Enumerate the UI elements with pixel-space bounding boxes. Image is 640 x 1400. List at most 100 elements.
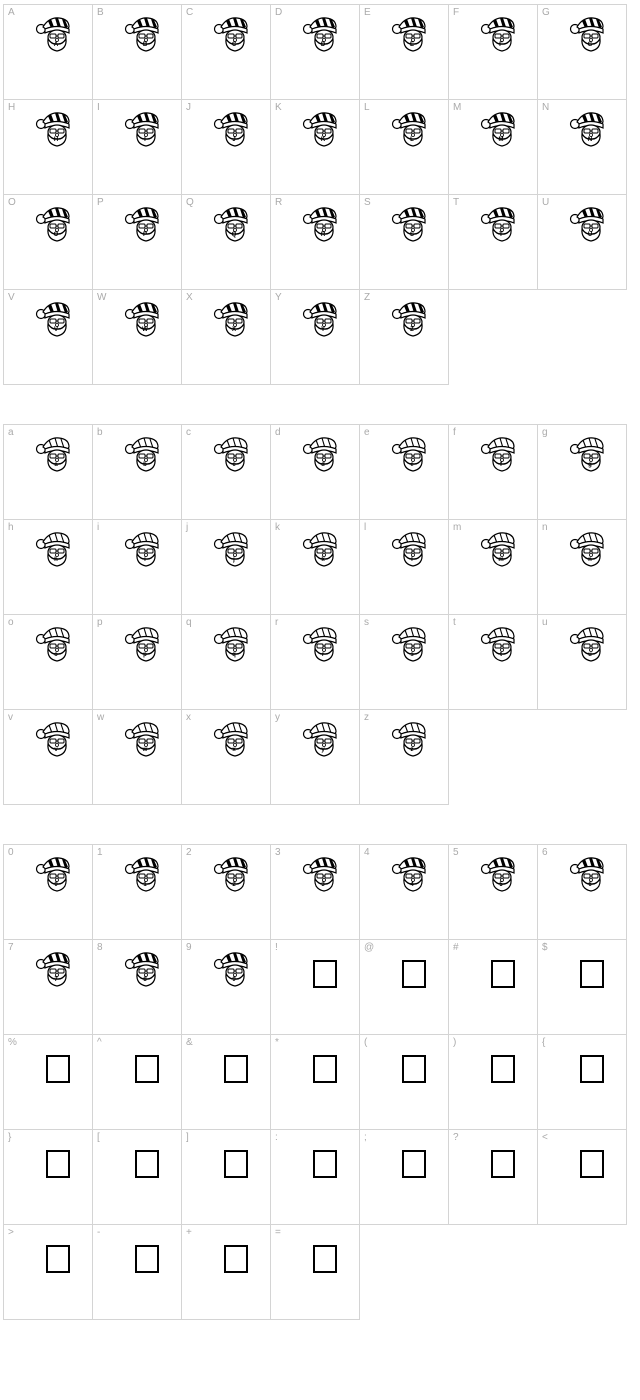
glyph-area: I (93, 100, 181, 194)
glyph-letter: t (480, 652, 522, 658)
missing-glyph-icon (580, 1150, 604, 1178)
missing-glyph-icon (402, 960, 426, 988)
cell-label: C (186, 7, 193, 18)
glyph-area (93, 1130, 181, 1224)
glyph-area: V (4, 290, 92, 384)
cell-label: R (275, 197, 282, 208)
glyph-letter: k (302, 557, 344, 563)
character-cell: a a (3, 424, 93, 520)
glyph-letter: 8 (124, 977, 166, 983)
glyph-area: a (4, 425, 92, 519)
santa-glyph-icon: E (391, 15, 433, 53)
glyph-area (360, 1035, 448, 1129)
glyph-letter: a (35, 462, 77, 468)
glyph-letter: L (391, 137, 433, 143)
character-cell: i i (92, 519, 182, 615)
cell-label: 2 (186, 847, 192, 858)
character-cell: 5 5 (448, 844, 538, 940)
cell-label: ) (453, 1037, 456, 1048)
cell-label: l (364, 522, 366, 533)
santa-glyph-icon: P (124, 205, 166, 243)
cell-label: 8 (97, 942, 103, 953)
glyph-area: 2 (182, 845, 270, 939)
glyph-area: N (538, 100, 626, 194)
character-cell: z z (359, 709, 449, 805)
missing-glyph-icon (135, 1150, 159, 1178)
santa-glyph-icon: 8 (124, 950, 166, 988)
glyph-letter: Y (302, 327, 344, 333)
santa-glyph-icon: p (124, 625, 166, 663)
glyph-area (449, 1035, 537, 1129)
character-cell: K K (270, 99, 360, 195)
cell-label: } (8, 1132, 11, 1143)
cell-label: V (8, 292, 15, 303)
glyph-letter: W (124, 327, 166, 333)
character-cell: A A (3, 4, 93, 100)
character-cell: ? (448, 1129, 538, 1225)
santa-glyph-icon: 4 (391, 855, 433, 893)
glyph-letter: G (569, 42, 611, 48)
glyph-letter: s (391, 652, 433, 658)
cell-label: d (275, 427, 281, 438)
glyph-letter: P (124, 232, 166, 238)
santa-glyph-icon: G (569, 15, 611, 53)
missing-glyph-icon (580, 960, 604, 988)
santa-glyph-icon: b (124, 435, 166, 473)
missing-glyph-icon (580, 1055, 604, 1083)
santa-glyph-icon: t (480, 625, 522, 663)
santa-glyph-icon: m (480, 530, 522, 568)
character-cell: 6 6 (537, 844, 627, 940)
section-symbols: 0 01 (3, 844, 636, 1319)
glyph-area (4, 1035, 92, 1129)
santa-glyph-icon: n (569, 530, 611, 568)
glyph-letter: A (35, 42, 77, 48)
missing-glyph-icon (491, 1150, 515, 1178)
character-cell: ) (448, 1034, 538, 1130)
cell-label: P (97, 197, 104, 208)
glyph-letter: X (213, 327, 255, 333)
santa-glyph-icon: Z (391, 300, 433, 338)
glyph-area: D (271, 5, 359, 99)
santa-glyph-icon: A (35, 15, 77, 53)
missing-glyph-icon (135, 1055, 159, 1083)
cell-label: p (97, 617, 103, 628)
character-grid: 0 01 (3, 844, 633, 1319)
character-cell: x x (181, 709, 271, 805)
cell-label: e (364, 427, 370, 438)
glyph-letter: T (480, 232, 522, 238)
glyph-letter: C (213, 42, 255, 48)
cell-label: s (364, 617, 369, 628)
glyph-area: E (360, 5, 448, 99)
glyph-area: i (93, 520, 181, 614)
missing-glyph-icon (46, 1055, 70, 1083)
glyph-letter: v (35, 747, 77, 753)
cell-label: = (275, 1227, 281, 1238)
glyph-area (182, 1035, 270, 1129)
glyph-letter: d (302, 462, 344, 468)
cell-label: B (97, 7, 104, 18)
cell-label: F (453, 7, 459, 18)
glyph-area (360, 940, 448, 1034)
cell-label: a (8, 427, 14, 438)
character-cell: - (92, 1224, 182, 1320)
santa-glyph-icon: D (302, 15, 344, 53)
section-uppercase: A A B (3, 4, 636, 384)
glyph-letter: N (569, 137, 611, 143)
character-cell: 4 4 (359, 844, 449, 940)
glyph-area (4, 1130, 92, 1224)
character-cell: F F (448, 4, 538, 100)
character-cell: N N (537, 99, 627, 195)
character-cell: ( (359, 1034, 449, 1130)
glyph-area (538, 1130, 626, 1224)
glyph-area (271, 1130, 359, 1224)
glyph-area: Y (271, 290, 359, 384)
character-cell: g g (537, 424, 627, 520)
cell-label: U (542, 197, 549, 208)
glyph-area (4, 1225, 92, 1319)
cell-label: K (275, 102, 282, 113)
character-cell: 2 2 (181, 844, 271, 940)
glyph-area: l (360, 520, 448, 614)
glyph-area: c (182, 425, 270, 519)
glyph-letter: f (480, 462, 522, 468)
glyph-area: y (271, 710, 359, 804)
